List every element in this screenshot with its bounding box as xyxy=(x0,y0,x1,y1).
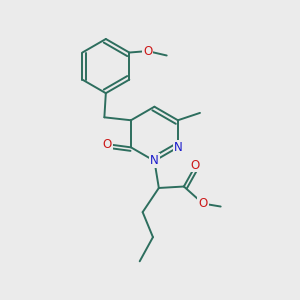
Text: O: O xyxy=(190,158,200,172)
Text: N: N xyxy=(150,154,159,167)
Text: O: O xyxy=(103,138,112,151)
Text: O: O xyxy=(198,197,208,210)
Text: O: O xyxy=(143,45,152,58)
Text: N: N xyxy=(173,141,182,154)
